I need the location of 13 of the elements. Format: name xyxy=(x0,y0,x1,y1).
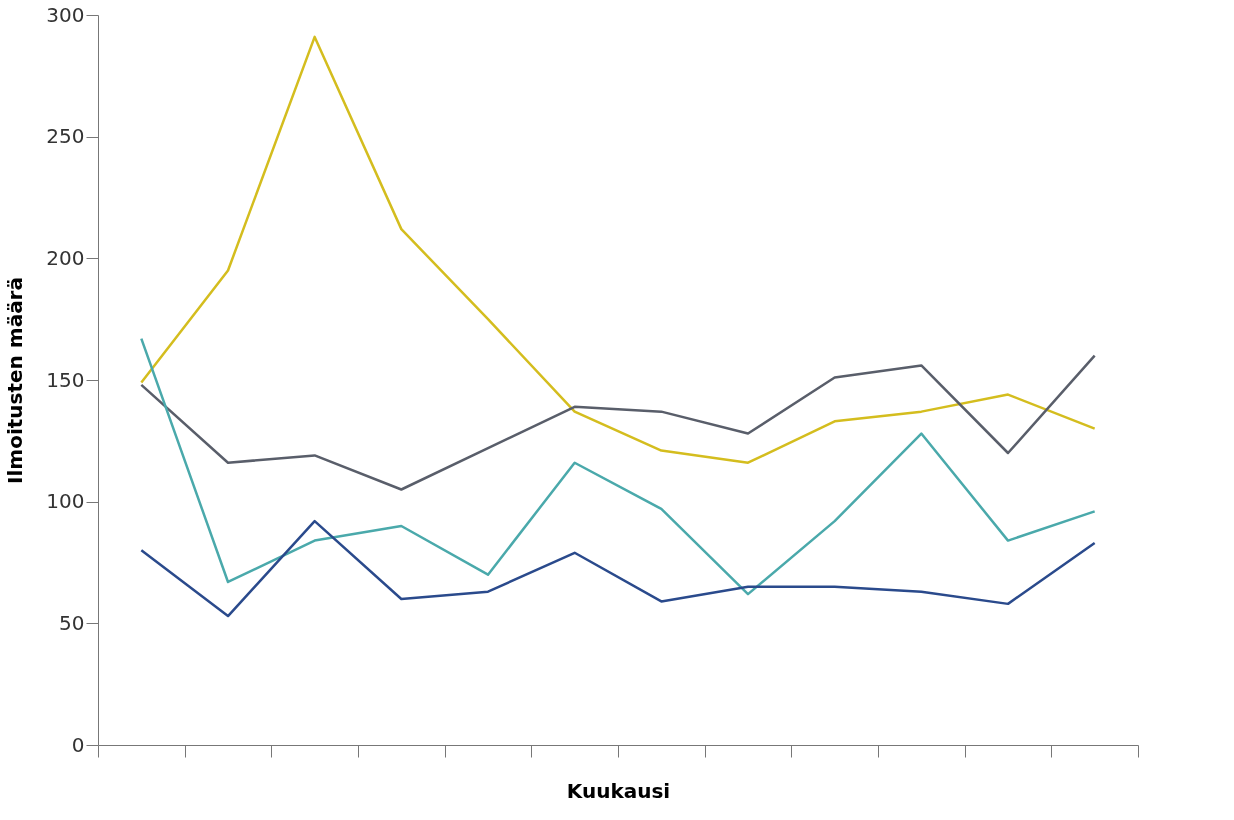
y-tick-label: 0 xyxy=(71,732,85,757)
y-tick-label: 50 xyxy=(59,610,85,635)
y-tick-label: 150 xyxy=(46,367,85,392)
line-series xyxy=(140,337,1096,596)
line-series xyxy=(140,35,1096,464)
line-series xyxy=(140,519,1096,618)
y-axis-title: Ilmoitusten määrä xyxy=(3,277,28,484)
y-tick-label: 100 xyxy=(46,489,85,514)
line-series xyxy=(140,354,1096,491)
y-tick-label: 300 xyxy=(46,2,85,27)
y-tick-label: 250 xyxy=(46,124,85,149)
y-tick-label: 200 xyxy=(46,245,85,270)
x-axis-title: Kuukausi xyxy=(566,779,671,803)
